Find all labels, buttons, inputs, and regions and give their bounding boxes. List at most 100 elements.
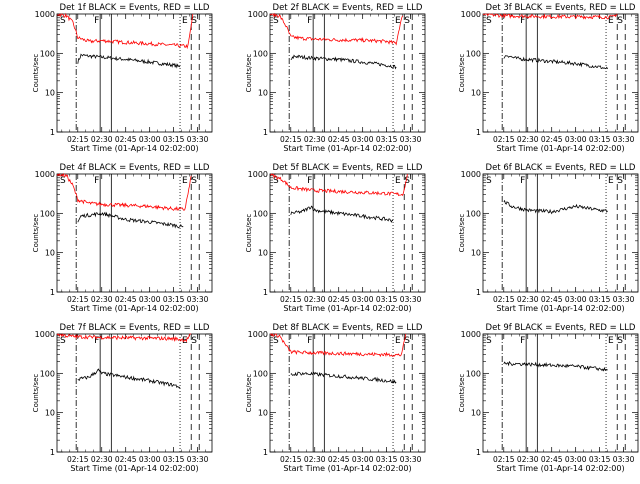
y-tick-label: 1000 <box>35 170 55 179</box>
x-tick-label: 02:45 <box>115 455 137 464</box>
marker-label: S <box>486 336 492 346</box>
y-axis-label: Counts/sec <box>245 54 253 93</box>
series-red-line <box>56 12 194 50</box>
marker-label: S <box>273 176 279 186</box>
x-tick-label: 02:45 <box>115 135 137 144</box>
y-tick-label: 1000 <box>248 10 268 19</box>
x-tick-label: 02:45 <box>115 295 137 304</box>
marker-label: F <box>94 16 99 26</box>
x-tick-label: 02:45 <box>541 455 563 464</box>
x-tick-label: 02:15 <box>280 135 302 144</box>
x-tick-label: 02:45 <box>541 135 563 144</box>
y-axis-label: Counts/sec <box>458 214 466 253</box>
y-tick-label: 1000 <box>461 10 481 19</box>
x-tick-label: 03:30 <box>400 455 422 464</box>
marker-label: E <box>182 176 188 186</box>
y-tick-label: 1 <box>50 288 55 297</box>
y-tick-label: 10 <box>45 409 55 418</box>
y-tick-label: 10 <box>471 249 481 258</box>
marker-label: S <box>486 16 492 26</box>
y-tick-label: 10 <box>471 89 481 98</box>
plot-frame <box>56 13 213 133</box>
y-tick-label: 1000 <box>35 330 55 339</box>
x-tick-label: 03:15 <box>376 135 398 144</box>
panel-det-1: Det 1f BLACK = Events, RED = LLD 1 10 100 10… <box>32 3 213 153</box>
y-tick-label: 1 <box>263 288 268 297</box>
x-tick-label: 02:15 <box>280 295 302 304</box>
y-tick-label: 1 <box>476 288 481 297</box>
marker-label: S <box>273 336 279 346</box>
panel-title: Det 9f BLACK = Events, RED = LLD <box>486 323 636 333</box>
panel-det-2: Det 2f BLACK = Events, RED = LLD 1 10 100 10… <box>245 3 426 153</box>
x-tick-label: 02:45 <box>328 135 350 144</box>
x-tick-label: 02:30 <box>517 295 539 304</box>
y-tick-label: 1 <box>263 128 268 137</box>
x-tick-label: 02:45 <box>328 455 350 464</box>
marker-label: E <box>182 16 188 26</box>
marker-label: F <box>520 16 525 26</box>
x-tick-label: 02:30 <box>517 135 539 144</box>
plot-frame <box>269 173 426 293</box>
x-tick-label: 03:15 <box>163 295 185 304</box>
series-black-line <box>503 55 608 70</box>
panel-title: Det 4f BLACK = Events, RED = LLD <box>60 163 210 173</box>
x-tick-label: 02:45 <box>328 295 350 304</box>
plot-frame <box>482 333 639 453</box>
series-black-line <box>290 54 397 70</box>
panel-title: Det 3f BLACK = Events, RED = LLD <box>486 3 636 13</box>
x-tick-label: 02:15 <box>493 455 515 464</box>
marker-label: S <box>191 336 197 346</box>
x-tick-label: 03:15 <box>589 295 611 304</box>
x-tick-label: 02:30 <box>517 455 539 464</box>
y-axis-label: Counts/sec <box>32 214 40 253</box>
series-black-line <box>77 368 181 389</box>
y-tick-label: 10 <box>258 409 268 418</box>
marker-label: E <box>608 16 614 26</box>
series-black-line <box>503 360 608 372</box>
x-tick-label: 02:45 <box>541 295 563 304</box>
panel-title: Det 1f BLACK = Events, RED = LLD <box>60 3 210 13</box>
y-tick-label: 10 <box>471 409 481 418</box>
y-axis-label: Counts/sec <box>245 374 253 413</box>
y-tick-label: 1 <box>263 448 268 457</box>
x-axis-label: Start Time (01-Apr-14 02:02:00) <box>496 304 624 313</box>
x-tick-label: 03:30 <box>613 135 635 144</box>
x-tick-label: 02:15 <box>67 455 89 464</box>
marker-label: E <box>608 336 614 346</box>
y-axis-label: Counts/sec <box>458 374 466 413</box>
y-tick-label: 100 <box>253 209 268 218</box>
x-tick-label: 03:30 <box>187 455 209 464</box>
x-tick-label: 02:15 <box>67 135 89 144</box>
series-black-line <box>503 199 608 215</box>
y-tick-label: 100 <box>40 49 55 58</box>
x-axis-label: Start Time (01-Apr-14 02:02:00) <box>496 144 624 153</box>
x-axis-label: Start Time (01-Apr-14 02:02:00) <box>496 464 624 473</box>
y-axis-label: Counts/sec <box>245 214 253 253</box>
x-tick-label: 02:15 <box>280 455 302 464</box>
x-tick-label: 02:30 <box>91 135 113 144</box>
y-tick-label: 1 <box>50 448 55 457</box>
y-tick-label: 100 <box>466 209 481 218</box>
x-tick-label: 02:15 <box>67 295 89 304</box>
y-tick-label: 1000 <box>461 330 481 339</box>
x-tick-label: 03:15 <box>163 455 185 464</box>
marker-label: E <box>182 336 188 346</box>
x-tick-label: 03:15 <box>376 455 398 464</box>
x-tick-label: 02:30 <box>91 455 113 464</box>
x-axis-label: Start Time (01-Apr-14 02:02:00) <box>70 464 198 473</box>
x-tick-label: 02:30 <box>304 295 326 304</box>
x-tick-label: 03:15 <box>589 135 611 144</box>
marker-label: F <box>307 336 312 346</box>
marker-label: S <box>404 336 410 346</box>
marker-label: S <box>60 176 66 186</box>
x-tick-label: 02:30 <box>304 135 326 144</box>
panel-title: Det 5f BLACK = Events, RED = LLD <box>273 163 423 173</box>
x-tick-label: 03:00 <box>139 455 161 464</box>
panel-det-5: Det 5f BLACK = Events, RED = LLD 1 10 100 10… <box>245 163 426 313</box>
panel-det-6: Det 6f BLACK = Events, RED = LLD 1 10 100 10… <box>458 163 639 313</box>
panel-title: Det 8f BLACK = Events, RED = LLD <box>273 323 423 333</box>
x-tick-label: 03:30 <box>187 135 209 144</box>
marker-label: E <box>395 16 401 26</box>
series-red-line <box>56 172 192 211</box>
